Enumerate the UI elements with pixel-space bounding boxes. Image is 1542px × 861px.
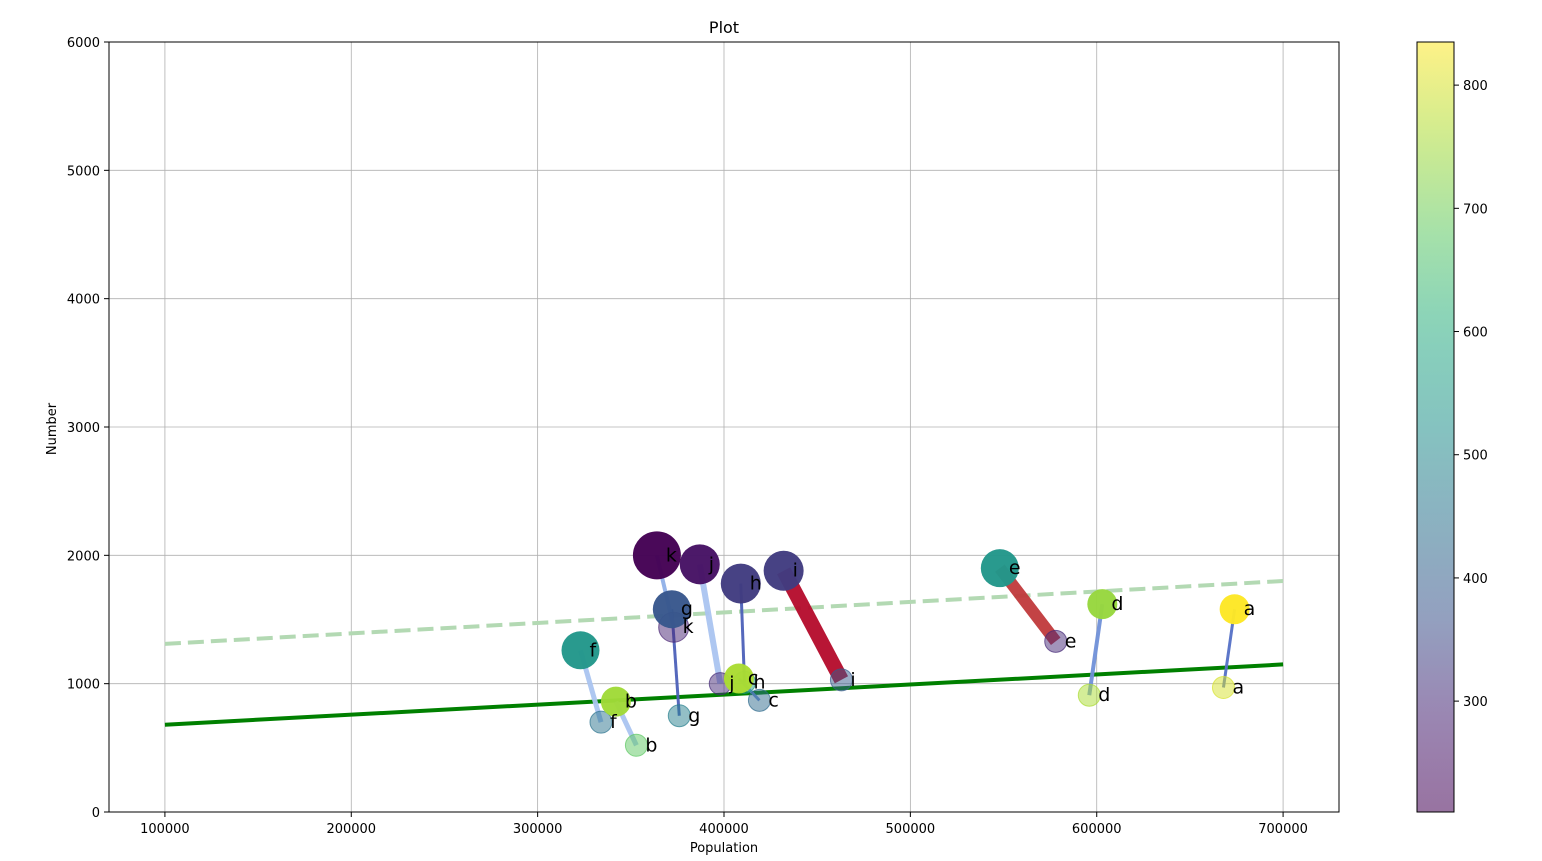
chart-title: Plot (709, 18, 739, 37)
point-end-e (1044, 629, 1068, 653)
point-label-c-start: c (748, 668, 758, 690)
point-start-h (720, 563, 761, 604)
point-start-e (980, 549, 1019, 588)
colorbar-tick-label: 400 (1463, 572, 1488, 587)
point-label-i-end: i (850, 669, 855, 691)
connector-i (777, 567, 849, 684)
point-label-e-end: e (1065, 630, 1077, 652)
y-tick-label: 5000 (67, 164, 100, 179)
x-axis-title: Population (690, 841, 758, 856)
x-tick-label: 500000 (886, 822, 936, 837)
point-label-j-end: j (728, 673, 734, 695)
y-tick-label: 4000 (67, 293, 100, 308)
point-label-f-end: f (610, 711, 618, 733)
point-start-j (679, 544, 720, 585)
x-axis-ticks: 100000 200000 300000 400000 500000 600000 7000… (140, 812, 1308, 837)
point-label-e-start: e (1009, 557, 1021, 579)
point-start-a (1219, 594, 1250, 625)
x-tick-label: 700000 (1258, 822, 1308, 837)
point-label-a-end: a (1232, 677, 1244, 699)
point-end-a (1211, 676, 1235, 700)
point-label-d-start: d (1111, 593, 1123, 615)
point-end-i (829, 668, 853, 692)
point-label-f-start: f (590, 639, 598, 661)
point-start-k (632, 531, 681, 580)
y-axis-ticks: 0 1000 2000 3000 4000 5000 6000 (67, 36, 109, 821)
x-tick-label: 200000 (326, 822, 376, 837)
point-end-f (589, 710, 613, 734)
connector-d (1087, 603, 1105, 696)
point-start-i (763, 550, 804, 591)
data-points (561, 531, 1250, 757)
point-label-b-end: b (645, 734, 657, 756)
x-tick-label: 400000 (699, 822, 749, 837)
y-tick-label: 1000 (67, 678, 100, 693)
point-end-g (667, 704, 691, 728)
x-tick-label: 300000 (513, 822, 563, 837)
point-label-i-start: i (793, 560, 798, 582)
point-label-a-start: a (1244, 598, 1256, 620)
point-label-h-end: h (754, 671, 766, 693)
point-label-h-start: h (750, 573, 762, 595)
colorbar-tick-label: 600 (1463, 326, 1488, 341)
point-label-g-start: g (681, 598, 693, 620)
trend-solid (164, 662, 1284, 727)
colorbar-tick-label: 700 (1463, 202, 1488, 217)
point-start-c (723, 663, 754, 694)
point-label-c-end: c (768, 689, 778, 711)
colorbar-ticks: 300 400 500 600 700 800 (1454, 79, 1488, 710)
point-start-b (600, 686, 631, 717)
connector-j (696, 563, 724, 685)
point-label-d-end: d (1098, 684, 1110, 706)
point-label-j-start: j (708, 553, 714, 575)
y-tick-label: 3000 (67, 421, 100, 436)
point-end-d (1077, 683, 1101, 707)
point-labels: a a bb cc d d e e f f g g h h i i j j k k (590, 544, 1256, 756)
point-start-d (1087, 589, 1118, 620)
point-label-g-end: g (688, 705, 700, 727)
colorbar-tick-label: 300 (1463, 695, 1488, 710)
colorbar-frame (1416, 41, 1455, 813)
y-tick-label: 0 (92, 806, 100, 821)
colorbar-tick-label: 500 (1463, 449, 1488, 464)
y-tick-label: 2000 (67, 549, 100, 564)
x-tick-label: 100000 (140, 822, 190, 837)
point-label-b-start: b (625, 691, 637, 713)
x-tick-label: 600000 (1072, 822, 1122, 837)
colorbar (1417, 42, 1454, 812)
point-label-k-start: k (666, 544, 677, 566)
y-tick-label: 6000 (67, 36, 100, 51)
y-axis-title: Number (45, 402, 60, 455)
point-end-c (747, 688, 771, 712)
point-start-g (652, 590, 691, 629)
point-start-f (561, 631, 600, 670)
point-label-k-end: k (683, 616, 694, 638)
colorbar-tick-label: 800 (1463, 79, 1488, 94)
point-end-b (624, 733, 648, 757)
